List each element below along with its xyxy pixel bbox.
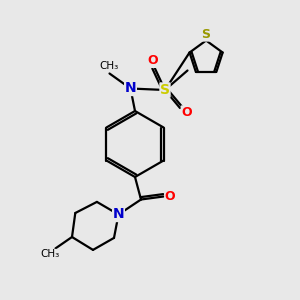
Text: S: S xyxy=(202,28,211,41)
Text: O: O xyxy=(165,190,176,203)
Text: N: N xyxy=(113,208,124,221)
Text: S: S xyxy=(160,83,170,97)
Text: CH₃: CH₃ xyxy=(100,61,119,71)
Text: CH₃: CH₃ xyxy=(40,249,60,260)
Text: O: O xyxy=(181,106,192,119)
Text: O: O xyxy=(148,54,158,68)
Text: N: N xyxy=(125,82,136,95)
